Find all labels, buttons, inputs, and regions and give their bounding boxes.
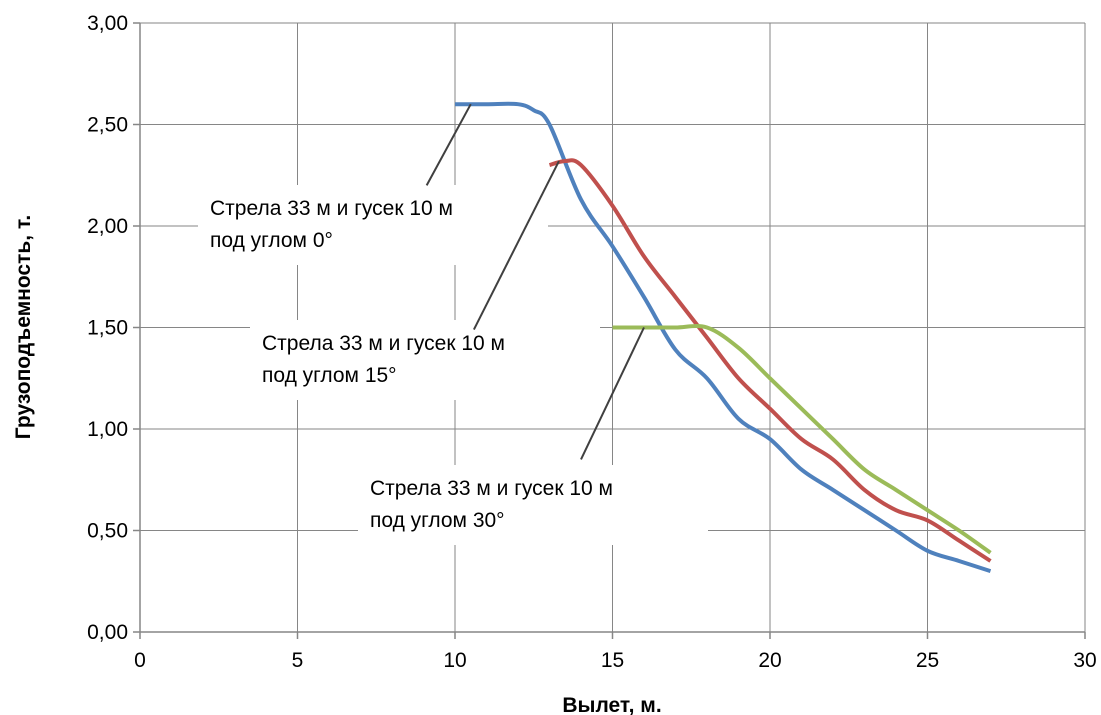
- series-line-1: [455, 101, 992, 574]
- y-tick-label: 3,00: [87, 12, 128, 35]
- annotation-leaders: [425, 103, 645, 460]
- annotation-background: [198, 185, 548, 265]
- annotation-text: под углом 0°: [210, 229, 333, 252]
- x-axis-label: Вылет, м.: [562, 694, 661, 715]
- x-tick-label: 10: [443, 649, 466, 672]
- annotation-leader-line: [580, 327, 645, 460]
- x-tick-label: 15: [601, 649, 624, 672]
- x-tick-label: 5: [292, 649, 304, 672]
- annotation-background: [358, 465, 708, 545]
- y-tick-label: 1,00: [87, 418, 128, 441]
- y-tick-label: 2,50: [87, 114, 128, 137]
- y-tick-label: 0,00: [87, 621, 128, 644]
- x-tick-label: 25: [916, 649, 939, 672]
- tick-labels: 0,00 0,50 1,00 1,50 2,00 2,50 3,00 0 5 10 15 20 25 30: [87, 12, 1097, 672]
- annotation-texts: Стрела 33 м и гусек 10 м под углом 0° Стре…: [210, 197, 613, 532]
- y-tick-label: 0,50: [87, 520, 128, 543]
- y-axis-label: Грузоподъемность, т.: [12, 215, 35, 439]
- y-tick-label: 1,50: [87, 317, 128, 340]
- annotation-text: Стрела 33 м и гусек 10 м: [210, 197, 453, 220]
- x-tick-label: 0: [134, 649, 146, 672]
- series: [455, 101, 992, 574]
- annotation-text: Стрела 33 м и гусек 10 м: [262, 332, 505, 355]
- annotation-leader-line: [425, 103, 472, 186]
- annotation-backgrounds: [198, 185, 708, 545]
- annotation-text: под углом 30°: [370, 509, 505, 532]
- annotation-text: под углом 15°: [262, 364, 397, 387]
- annotation-leader-line: [473, 160, 560, 330]
- annotation-text: Стрела 33 м и гусек 10 м: [370, 477, 613, 500]
- annotation-background: [250, 320, 600, 400]
- x-tick-label: 20: [758, 649, 781, 672]
- series-line-3: [612, 324, 992, 555]
- x-tick-label: 30: [1073, 649, 1096, 672]
- y-tick-label: 2,00: [87, 215, 128, 238]
- series-line-2: [548, 158, 992, 563]
